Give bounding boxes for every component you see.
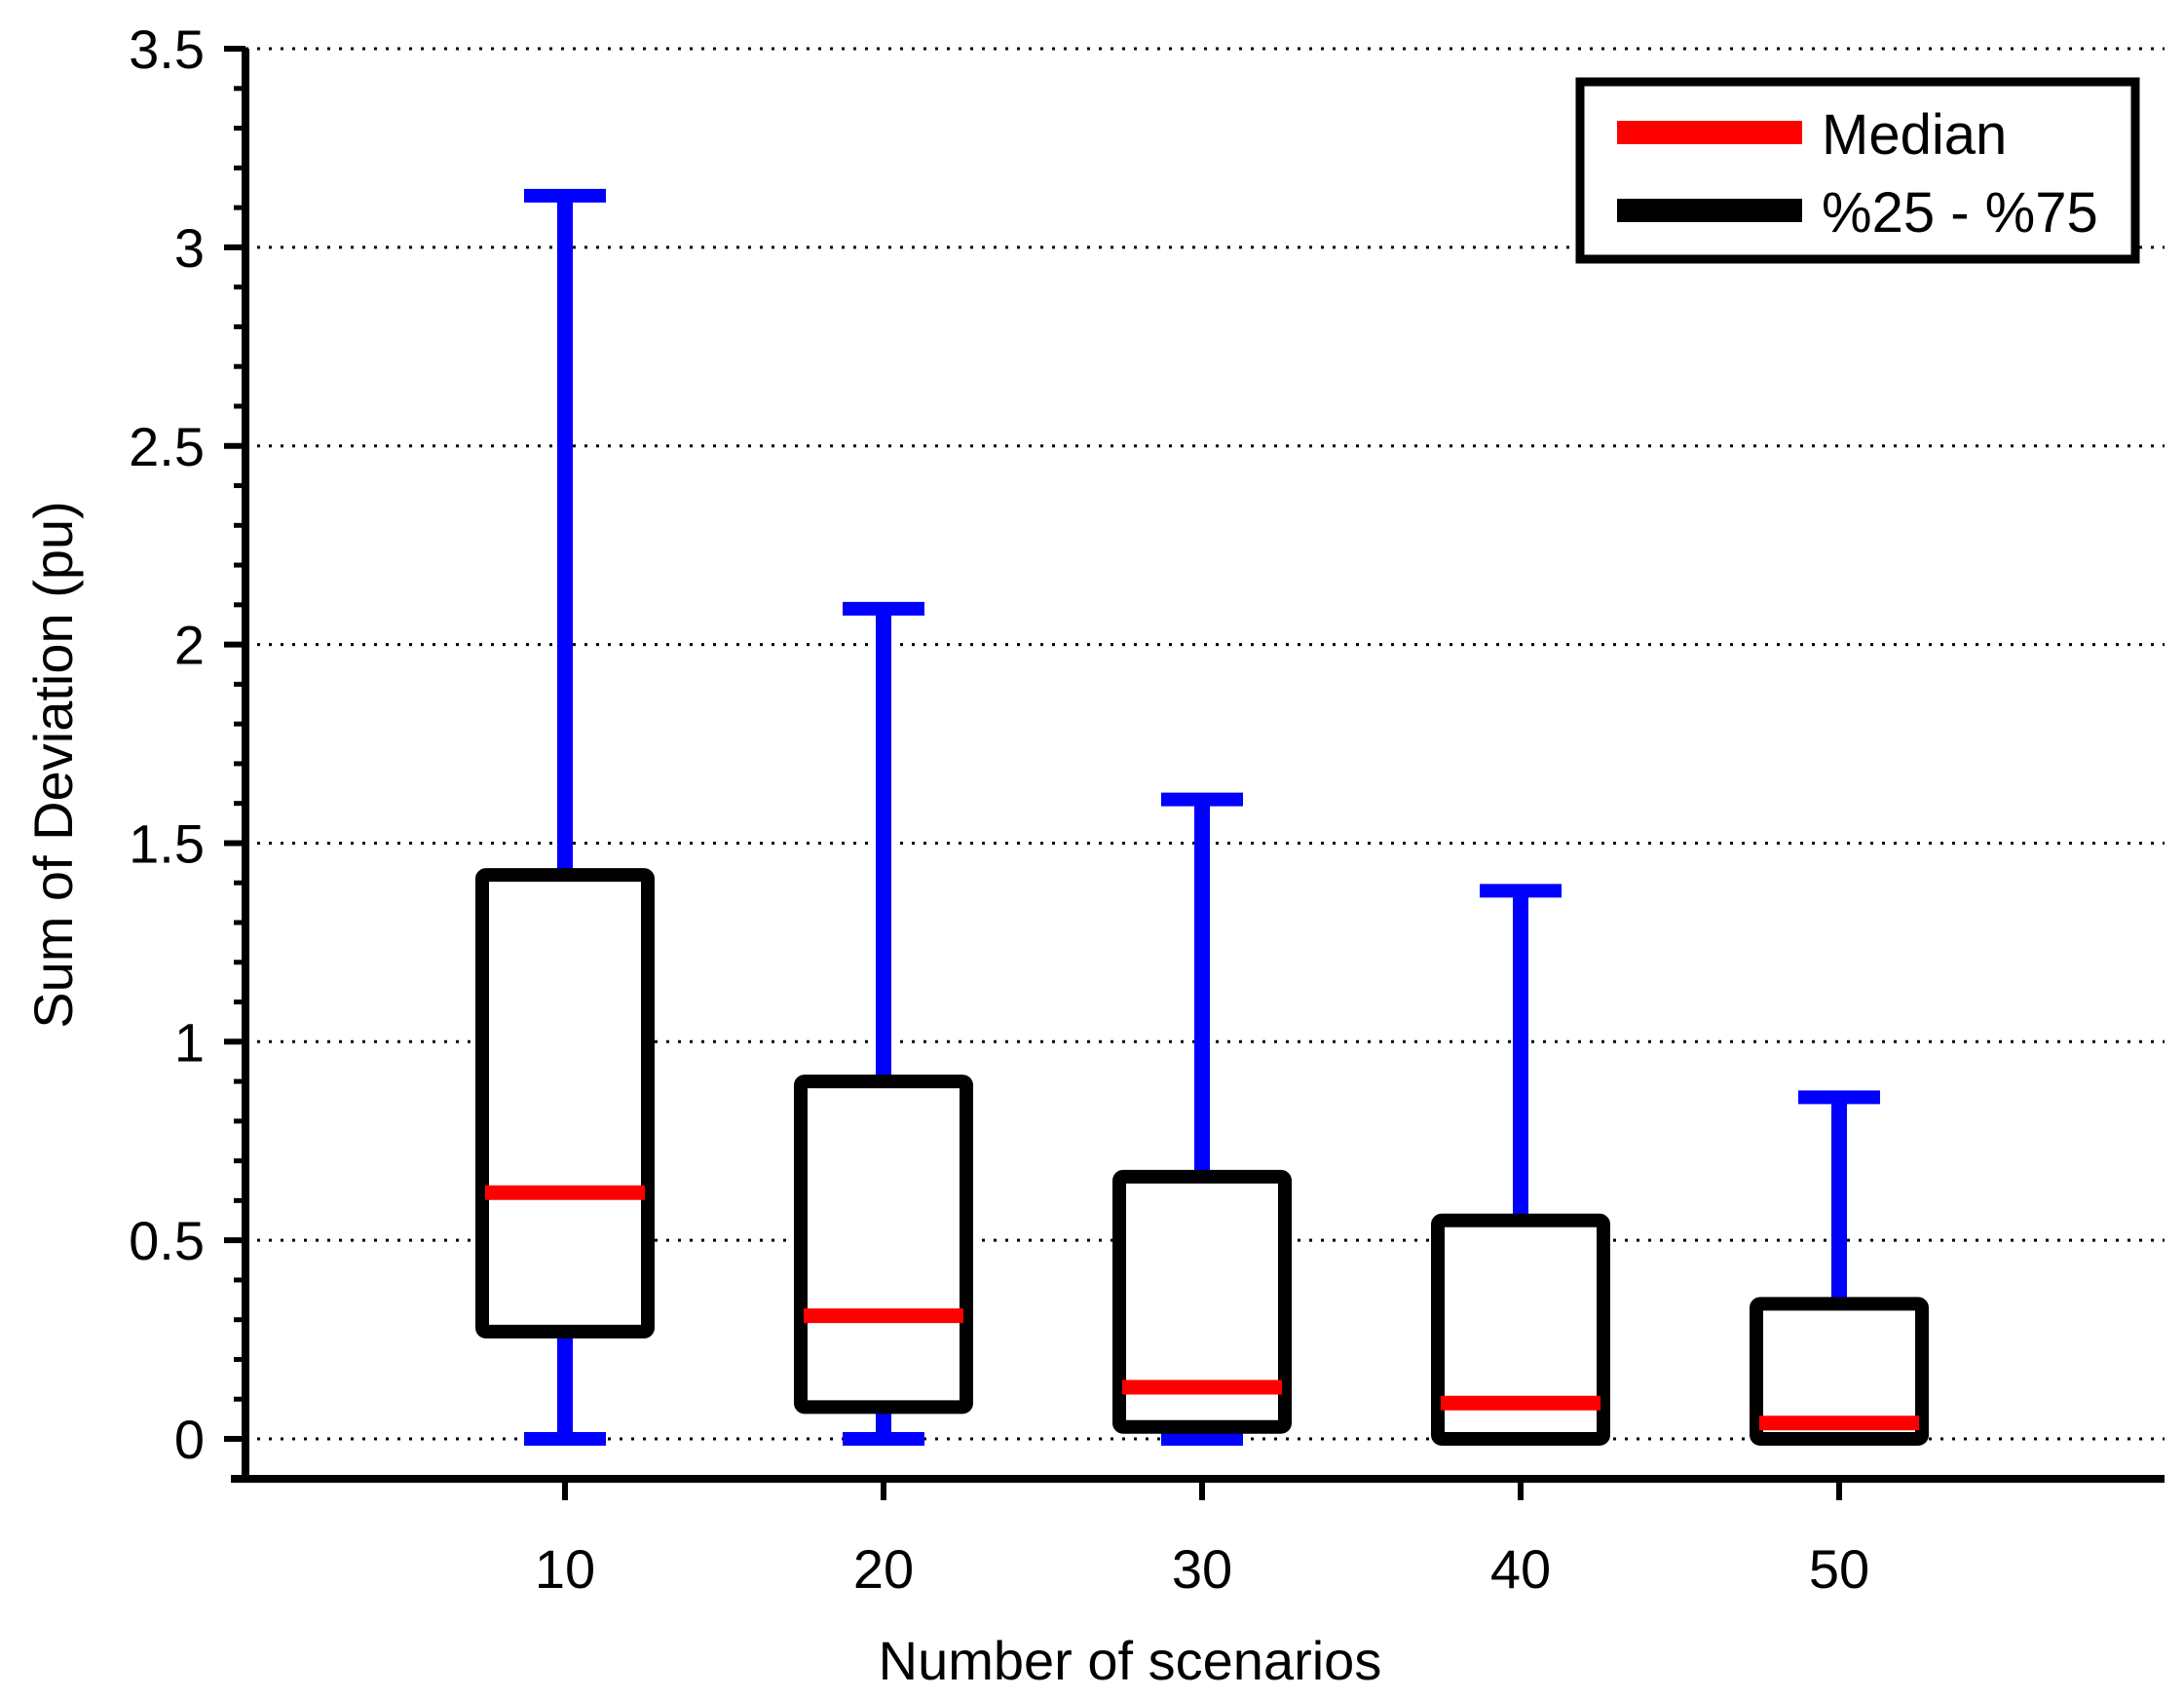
x-tick-label-2: 30 <box>1172 1538 1232 1600</box>
y-tick-label-5: 2.5 <box>129 416 205 477</box>
y-tick-label-0: 0 <box>174 1409 205 1470</box>
legend: Median %25 - %75 <box>1575 77 2140 264</box>
box-40 <box>1431 1213 1610 1447</box>
y-tick-label-1: 0.5 <box>129 1210 205 1271</box>
box-50 <box>1750 1297 1929 1446</box>
legend-median-label: Median <box>1822 103 2007 167</box>
x-tick-label-1: 20 <box>853 1538 914 1600</box>
y-axis-title: Sum of Deviation (pu) <box>22 501 84 1029</box>
tick-labels: 0 0.5 1 1.5 2 2.5 3 3.5 10 20 30 40 50 <box>129 19 1869 1600</box>
y-tick-label-3: 1.5 <box>129 812 205 874</box>
y-tick-label-6: 3 <box>174 217 205 279</box>
x-tick-label-3: 40 <box>1490 1538 1551 1600</box>
x-axis-title: Number of scenarios <box>879 1630 1382 1691</box>
box-10 <box>475 868 655 1339</box>
legend-iqr-label: %25 - %75 <box>1822 181 2098 245</box>
boxes <box>475 868 1929 1447</box>
y-tick-label-2: 1 <box>174 1011 205 1073</box>
y-tick-label-4: 2 <box>174 615 205 676</box>
axes <box>224 46 2165 1500</box>
box-30 <box>1112 1169 1292 1434</box>
x-tick-label-4: 50 <box>1809 1538 1869 1600</box>
y-tick-label-7: 3.5 <box>129 19 205 80</box>
box-20 <box>794 1075 973 1415</box>
legend-frame <box>1575 77 2140 264</box>
x-tick-label-0: 10 <box>535 1538 595 1600</box>
